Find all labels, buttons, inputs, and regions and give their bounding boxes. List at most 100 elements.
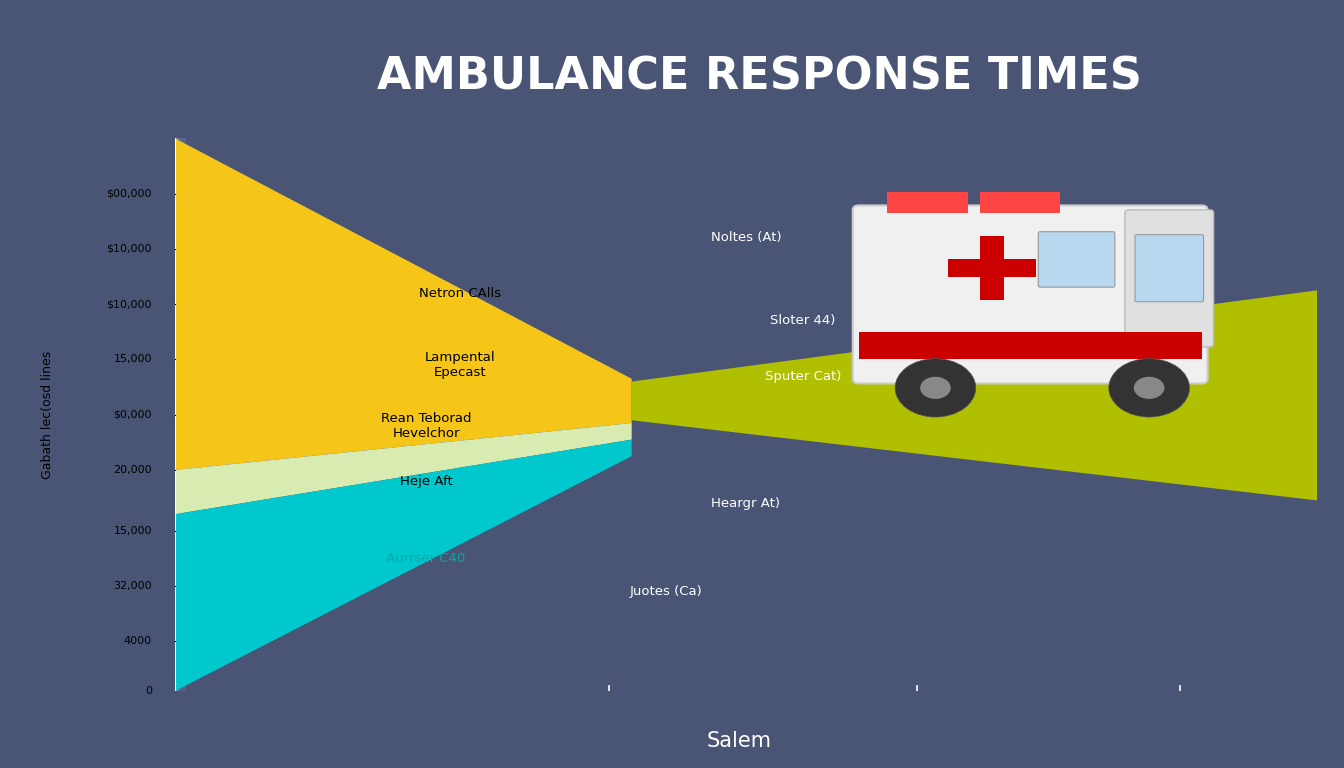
Bar <box>176 138 181 691</box>
Bar <box>177 138 184 691</box>
Bar <box>180 138 185 691</box>
Bar <box>179 138 184 691</box>
FancyBboxPatch shape <box>852 206 1207 383</box>
Bar <box>980 192 1060 213</box>
Text: 32,000: 32,000 <box>113 581 152 591</box>
Bar <box>179 138 185 691</box>
Bar <box>177 138 184 691</box>
Bar <box>176 138 181 691</box>
Bar <box>179 138 184 691</box>
Text: Gabath lec(osd lines: Gabath lec(osd lines <box>40 351 54 478</box>
Bar <box>980 236 1004 300</box>
Bar <box>180 138 185 691</box>
Text: $10,000: $10,000 <box>106 299 152 310</box>
Bar <box>176 138 181 691</box>
Bar <box>175 138 180 691</box>
Bar <box>176 138 181 691</box>
Bar <box>176 138 183 691</box>
Bar <box>175 138 181 691</box>
Bar <box>180 138 185 691</box>
Bar <box>176 138 181 691</box>
Bar <box>179 138 185 691</box>
Bar <box>179 138 184 691</box>
Bar <box>177 138 184 691</box>
Bar <box>177 138 183 691</box>
Bar <box>177 138 183 691</box>
Bar <box>180 138 185 691</box>
Bar <box>176 138 181 691</box>
Bar <box>176 138 181 691</box>
Text: 15,000: 15,000 <box>113 354 152 365</box>
Bar <box>177 138 184 691</box>
Bar <box>180 138 185 691</box>
Bar <box>177 138 183 691</box>
Bar <box>177 138 183 691</box>
Bar <box>179 138 184 691</box>
Bar <box>177 138 183 691</box>
Bar <box>177 138 183 691</box>
Text: Salem: Salem <box>707 731 771 751</box>
Bar <box>175 138 180 691</box>
Bar <box>177 138 183 691</box>
Text: Heargr At): Heargr At) <box>711 497 781 510</box>
Bar <box>175 138 180 691</box>
Bar <box>179 138 184 691</box>
Bar <box>179 138 184 691</box>
Circle shape <box>1109 359 1189 417</box>
Bar <box>177 138 183 691</box>
Bar <box>179 138 184 691</box>
Polygon shape <box>175 439 632 691</box>
Bar <box>177 138 183 691</box>
Bar <box>176 138 181 691</box>
Bar <box>177 138 184 691</box>
Bar <box>179 138 185 691</box>
Bar <box>177 138 184 691</box>
Text: 0: 0 <box>145 686 152 697</box>
Bar <box>179 138 185 691</box>
Bar <box>177 138 184 691</box>
Bar <box>180 138 185 691</box>
Bar <box>175 138 181 691</box>
Circle shape <box>895 359 976 417</box>
Bar <box>176 138 181 691</box>
Bar <box>179 138 184 691</box>
Bar <box>176 138 183 691</box>
Polygon shape <box>175 138 632 470</box>
Bar <box>176 138 181 691</box>
Bar <box>179 138 184 691</box>
Text: $00,000: $00,000 <box>106 188 152 199</box>
Bar <box>179 138 184 691</box>
Bar <box>179 138 185 691</box>
Bar <box>175 138 180 691</box>
Bar <box>887 192 968 213</box>
Bar <box>177 138 183 691</box>
Bar <box>180 138 185 691</box>
Bar <box>179 138 184 691</box>
Bar <box>175 138 180 691</box>
Bar <box>176 138 181 691</box>
Bar <box>180 138 185 691</box>
Bar <box>180 138 185 691</box>
Text: 4000: 4000 <box>124 637 152 647</box>
Bar <box>179 138 184 691</box>
Bar <box>179 138 184 691</box>
Bar <box>180 138 185 691</box>
Bar <box>176 138 181 691</box>
Bar <box>176 138 181 691</box>
Bar <box>179 138 185 691</box>
Bar <box>175 138 181 691</box>
Bar <box>180 138 185 691</box>
FancyBboxPatch shape <box>1038 232 1114 287</box>
Bar <box>177 138 183 691</box>
Bar <box>179 138 184 691</box>
Bar <box>175 138 180 691</box>
Bar <box>177 138 184 691</box>
Bar <box>177 138 183 691</box>
Bar <box>175 138 180 691</box>
Bar <box>177 138 183 691</box>
Bar <box>176 138 181 691</box>
Bar <box>179 138 184 691</box>
Bar <box>176 138 181 691</box>
Bar <box>176 138 183 691</box>
Bar <box>179 138 184 691</box>
